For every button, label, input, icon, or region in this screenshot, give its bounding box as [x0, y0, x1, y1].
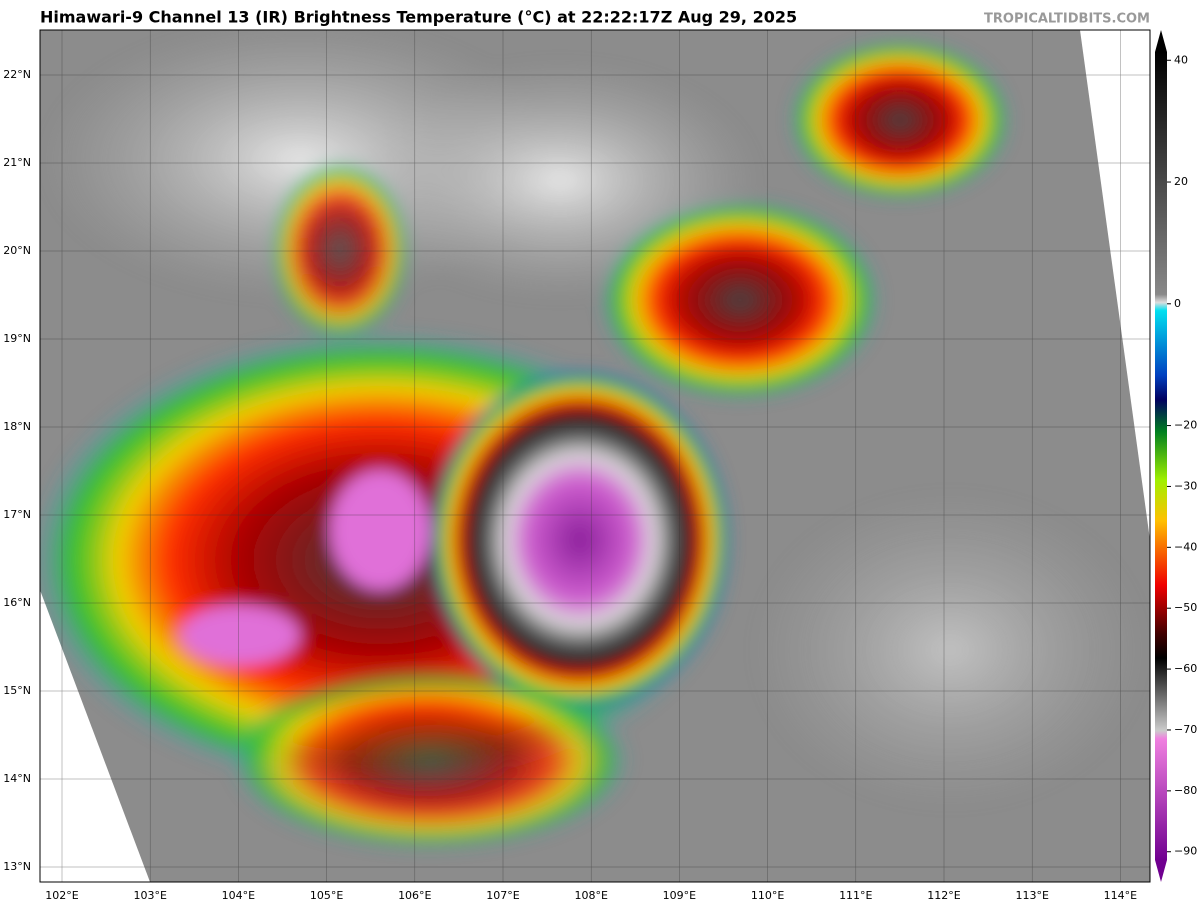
colorbar-tick-label: 20 — [1174, 175, 1188, 188]
colorbar-tick-label: −90 — [1174, 845, 1197, 858]
lat-label: 14°N — [3, 772, 31, 785]
lon-label: 109°E — [663, 889, 696, 902]
colorbar-top — [1155, 30, 1167, 52]
lon-label: 112°E — [927, 889, 960, 902]
lon-label: 108°E — [574, 889, 607, 902]
colorbar-tick-label: −70 — [1174, 723, 1197, 736]
lat-label: 18°N — [3, 420, 31, 433]
lat-label: 22°N — [3, 68, 31, 81]
lon-label: 110°E — [751, 889, 784, 902]
lat-label: 17°N — [3, 508, 31, 521]
colorbar-tick-label: −50 — [1174, 601, 1197, 614]
map-frame — [39, 29, 1151, 883]
lon-label: 102°E — [45, 889, 78, 902]
colorbar-tick-label: −30 — [1174, 479, 1197, 492]
lon-label: 106°E — [398, 889, 431, 902]
credit: TROPICALTIDBITS.COM — [984, 12, 1150, 27]
colorbar — [1155, 52, 1167, 860]
lat-label: 19°N — [3, 332, 31, 345]
title: Himawari-9 Channel 13 (IR) Brightness Te… — [40, 8, 797, 27]
lat-label: 13°N — [3, 860, 31, 873]
colorbar-tick-label: −20 — [1174, 419, 1197, 432]
lon-label: 114°E — [1104, 889, 1137, 902]
lon-label: 105°E — [310, 889, 343, 902]
colorbar-tick-label: 40 — [1174, 53, 1188, 66]
lon-label: 111°E — [839, 889, 872, 902]
lat-label: 21°N — [3, 156, 31, 169]
colorbar-bottom — [1155, 860, 1167, 882]
colorbar-tick-label: −60 — [1174, 662, 1197, 675]
lat-label: 15°N — [3, 684, 31, 697]
lon-label: 104°E — [222, 889, 255, 902]
satellite-image — [40, 30, 1150, 882]
colorbar-tick-label: −40 — [1174, 540, 1197, 553]
lon-label: 113°E — [1015, 889, 1048, 902]
lat-label: 20°N — [3, 244, 31, 257]
lon-label: 107°E — [486, 889, 519, 902]
lat-label: 16°N — [3, 596, 31, 609]
lon-label: 103°E — [133, 889, 166, 902]
colorbar-tick-label: 0 — [1174, 297, 1181, 310]
colorbar-tick-label: −80 — [1174, 784, 1197, 797]
